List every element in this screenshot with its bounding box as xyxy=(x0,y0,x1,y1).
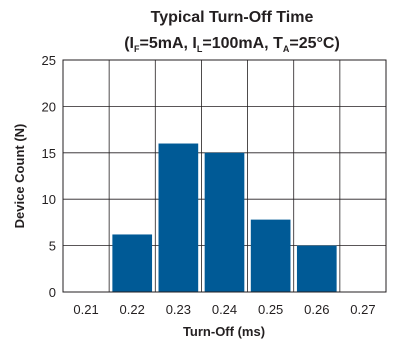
chart-subtitle: (IF=5mA, IL=100mA, TA=25°C) xyxy=(124,35,340,54)
y-axis-title: Device Count (N) xyxy=(12,124,27,229)
bar xyxy=(112,234,153,292)
bar-layer xyxy=(112,143,337,292)
bar xyxy=(158,143,199,292)
x-tick-label: 0.24 xyxy=(212,302,237,317)
x-tick-label: 0.27 xyxy=(350,302,375,317)
y-tick-label: 15 xyxy=(42,146,56,161)
x-axis-title: Turn-Off (ms) xyxy=(183,324,265,339)
chart-title-group: Typical Turn-Off Time (IF=5mA, IL=100mA,… xyxy=(124,9,340,54)
x-tick-label: 0.25 xyxy=(258,302,283,317)
x-tick-labels: 0.21 0.22 0.23 0.24 0.25 0.26 0.27 xyxy=(73,302,375,317)
plot-frame xyxy=(62,59,387,293)
y-tick-label: 20 xyxy=(42,99,56,114)
x-tick-label: 0.23 xyxy=(166,302,191,317)
bar xyxy=(204,152,245,292)
bar xyxy=(250,219,291,292)
y-tick-label: 10 xyxy=(42,192,56,207)
x-tick-label: 0.21 xyxy=(73,302,98,317)
x-tick-label: 0.26 xyxy=(304,302,329,317)
chart-title: Typical Turn-Off Time xyxy=(151,9,314,26)
bar xyxy=(296,245,337,292)
y-tick-labels: 0 5 10 15 20 25 xyxy=(42,53,56,300)
y-tick-label: 5 xyxy=(49,239,56,254)
x-tick-label: 0.22 xyxy=(120,302,145,317)
y-tick-label: 25 xyxy=(42,53,56,68)
y-tick-label: 0 xyxy=(49,285,56,300)
